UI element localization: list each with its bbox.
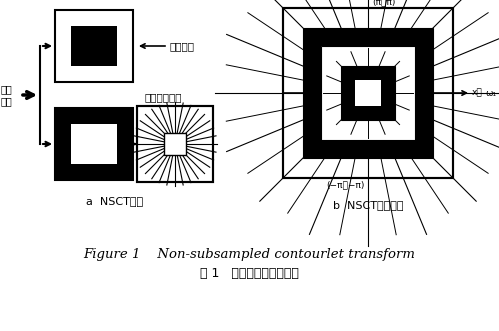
Text: ω₁: ω₁ (485, 88, 496, 98)
Bar (303, 28, 433, 158)
Bar (355, 80, 381, 106)
Bar (137, 106, 213, 182)
Bar (341, 66, 395, 120)
Bar (55, 10, 133, 82)
Text: 图 1   非下采样轮廓波变换: 图 1 非下采样轮廓波变换 (200, 267, 298, 280)
Bar (341, 66, 395, 120)
Text: 图像: 图像 (0, 96, 12, 106)
Bar (283, 8, 453, 178)
Bar (55, 108, 133, 180)
Text: a  NSCT变换: a NSCT变换 (86, 196, 144, 206)
Text: (−π，−π): (−π，−π) (326, 180, 364, 189)
Bar (71, 124, 117, 164)
Bar (283, 8, 453, 178)
Text: 输入: 输入 (0, 84, 12, 94)
Bar (137, 106, 213, 182)
Bar (164, 133, 186, 155)
Bar (321, 46, 415, 140)
Bar (321, 46, 415, 140)
Text: b  NSCT频域分解: b NSCT频域分解 (333, 200, 403, 210)
Bar (303, 28, 433, 158)
Text: x轴: x轴 (472, 88, 483, 98)
Text: Figure 1    Non-subsampled contourlet transform: Figure 1 Non-subsampled contourlet trans… (83, 248, 415, 261)
Text: 低通子带: 低通子带 (170, 41, 195, 51)
Text: (π，π): (π，π) (372, 0, 395, 6)
Text: 带通方向子带: 带通方向子带 (145, 92, 183, 102)
Bar (71, 26, 117, 66)
